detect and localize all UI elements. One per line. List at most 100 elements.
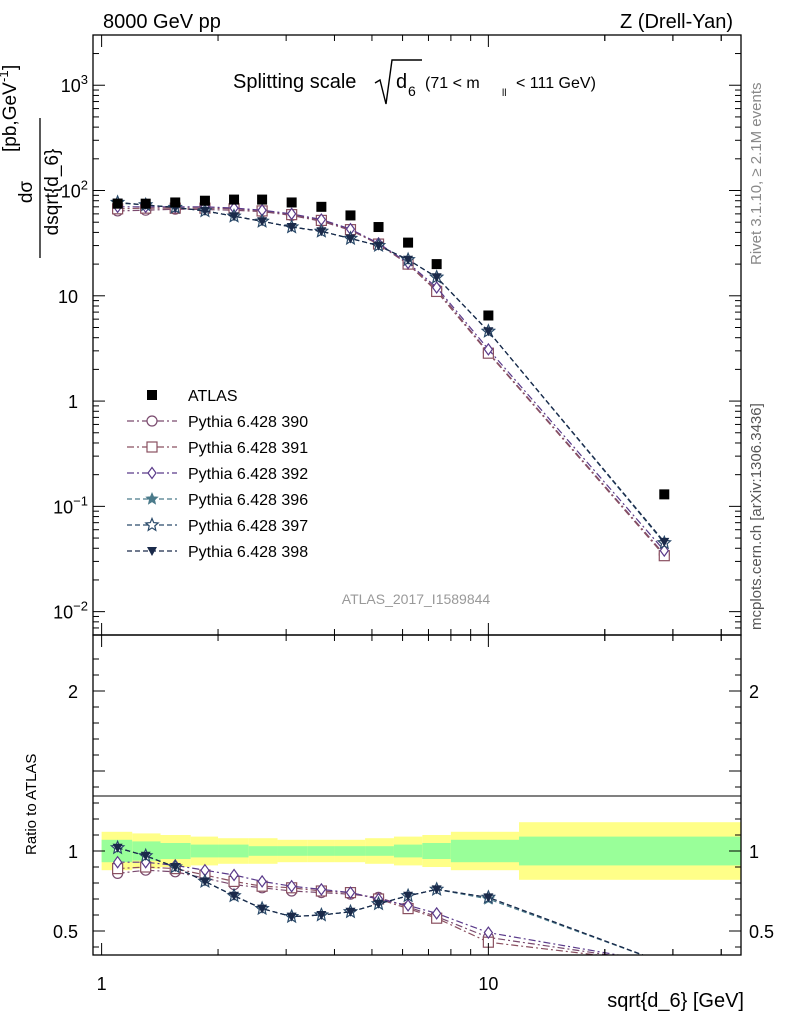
legend-marker: [147, 547, 157, 556]
series-pythia-6428-398-point: [431, 273, 442, 283]
stat-uncertainty-band: [365, 846, 394, 856]
legend-label: Pythia 6.428 396: [188, 492, 308, 509]
y-label-denominator: dsqrt{d_6}: [42, 149, 63, 236]
series-pythia-6428-392-ratio-point: [316, 882, 327, 896]
ratio-y-tick-label: 1: [68, 842, 78, 862]
series-pythia-6428-398-point: [373, 241, 384, 251]
ratio-y-tick-label-right: 1: [749, 842, 759, 862]
title-sqrt-subscript: 6: [408, 83, 416, 99]
atlas-data-point: [170, 197, 181, 208]
series-pythia-6428-398-ratio-point: [199, 877, 210, 887]
series-pythia-6428-398-ratio-point: [373, 899, 384, 909]
main-y-axis-label: dσ dsqrt{d_6} [pb,GeV -1 ]: [0, 65, 63, 258]
series-pythia-6428-392-ratio-point: [112, 855, 123, 869]
series-pythia-6428-398-point: [257, 217, 268, 227]
series-pythia-6428-398-point: [316, 227, 327, 237]
stat-uncertainty-band: [190, 844, 219, 858]
series-pythia-6428-398-point: [659, 537, 670, 547]
ratio-y-tick-label: 0.5: [53, 922, 78, 942]
series-pythia-6428-398-ratio-point: [659, 959, 669, 968]
mcplots-label: mcplots.cern.ch [arXiv:1306.3436]: [748, 403, 765, 630]
legend-marker: [147, 390, 157, 400]
ratio-y-axis-label: Ratio to ATLAS: [23, 754, 40, 855]
atlas-data-point: [140, 198, 151, 209]
atlas-data-point: [112, 198, 123, 209]
series-pythia-6428-392-ratio-point: [660, 958, 668, 969]
title-suffix-sub: ll: [502, 88, 506, 99]
ratio-panel-frame: [92, 634, 742, 956]
series-pythia-6428-398-ratio-point: [257, 904, 268, 914]
x-tick-label: 1: [97, 974, 107, 994]
atlas-data-point: [403, 237, 414, 248]
series-pythia-6428-398-point: [229, 212, 240, 222]
legend-label: Pythia 6.428 398: [188, 544, 308, 561]
series-pythia-6428-396-ratio-point: [659, 957, 670, 968]
y-label-units: [pb,GeV: [0, 82, 21, 152]
stat-uncertainty-band: [450, 839, 519, 863]
series-pythia-6428-398-ratio-point: [483, 893, 494, 903]
legend-label: Pythia 6.428 391: [188, 440, 308, 457]
series-pythia-6428-398-ratio-point: [431, 885, 442, 895]
legend: ATLAS Pythia 6.428 390 Pythia 6.428 391 Pyt…: [127, 388, 308, 561]
header-left-label: 8000 GeV pp: [103, 11, 221, 33]
y-tick-label: 103: [61, 72, 88, 96]
y-tick-label: 10−1: [53, 493, 88, 517]
series-pythia-6428-398-ratio-point: [345, 907, 356, 917]
series-pythia-6428-398-ratio-point: [140, 851, 151, 861]
ratio-y-tick-label-right: 2: [749, 682, 759, 702]
series-pythia-6428-391-ratio-line: [117, 866, 602, 955]
ratio-series-layer: [109, 839, 670, 969]
series-pythia-6428-392-point: [431, 280, 442, 294]
series-pythia-6428-390-ratio-line: [117, 869, 614, 955]
stat-uncertainty-band: [518, 836, 741, 866]
stat-uncertainty-band: [277, 846, 308, 856]
series-pythia-6428-397-ratio-point: [664, 954, 665, 955]
sqrt-sign-icon: [374, 59, 422, 105]
rivet-version-label: Rivet 3.1.10, ≥ 2.1M events: [748, 83, 765, 266]
title-prefix: Splitting scale: [233, 71, 356, 93]
series-pythia-6428-398-point: [483, 327, 494, 337]
series-pythia-6428-398-ratio-line: [117, 847, 645, 955]
series-pythia-6428-392-ratio-point: [257, 874, 267, 888]
series-pythia-6428-398-line: [117, 201, 665, 543]
title-suffix: (71 < m: [425, 75, 480, 92]
series-pythia-6428-392-point: [483, 342, 494, 356]
series-pythia-6428-390-ratio-point: [659, 958, 669, 968]
analysis-label: ATLAS_2017_I1589844: [342, 591, 491, 607]
atlas-data-point: [373, 222, 384, 233]
series-pythia-6428-392-ratio-point: [345, 886, 356, 900]
legend-marker: [147, 466, 157, 480]
stat-uncertainty-band: [160, 843, 191, 859]
x-tick-label: 10: [478, 974, 498, 994]
series-pythia-6428-392-point: [659, 544, 670, 558]
series-pythia-6428-392-ratio-point: [229, 868, 239, 882]
legend-label: Pythia 6.428 397: [188, 518, 308, 535]
legend-label: Pythia 6.428 390: [188, 414, 308, 431]
atlas-data-point: [659, 489, 670, 500]
y-label-numerator: dσ: [16, 181, 37, 204]
atlas-data-point: [286, 197, 297, 208]
legend-marker: [145, 491, 159, 505]
series-pythia-6428-398-point: [286, 223, 297, 233]
title-suffix-end: < 111 GeV): [516, 75, 596, 92]
axis-ticks: 1 10 10−2 10−1 1 10 102 103 0.5 0.5 1 1 2 2: [53, 34, 774, 994]
stat-uncertainty-band: [248, 846, 278, 856]
series-pythia-6428-398-ratio-point: [316, 911, 327, 920]
series-pythia-6428-392-ratio-point: [403, 898, 413, 912]
legend-label: ATLAS: [188, 388, 238, 405]
main-series-layer: [109, 194, 672, 562]
series-pythia-6428-398-ratio-point: [286, 912, 297, 922]
plot-title: Splitting scale d 6 (71 < m ll < 111 GeV…: [233, 59, 596, 105]
y-tick-label: 102: [61, 178, 88, 202]
atlas-data-point: [316, 201, 327, 212]
atlas-data-point: [257, 194, 268, 205]
atlas-data-point: [431, 259, 442, 270]
y-tick-label: 10−2: [53, 599, 88, 623]
series-pythia-6428-398-ratio-point: [112, 843, 123, 853]
atlas-data-point: [345, 210, 356, 221]
legend-marker: [146, 415, 158, 427]
stat-uncertainty-band: [218, 844, 249, 858]
series-pythia-6428-392-ratio-point: [286, 879, 297, 893]
atlas-data-point: [229, 194, 240, 205]
